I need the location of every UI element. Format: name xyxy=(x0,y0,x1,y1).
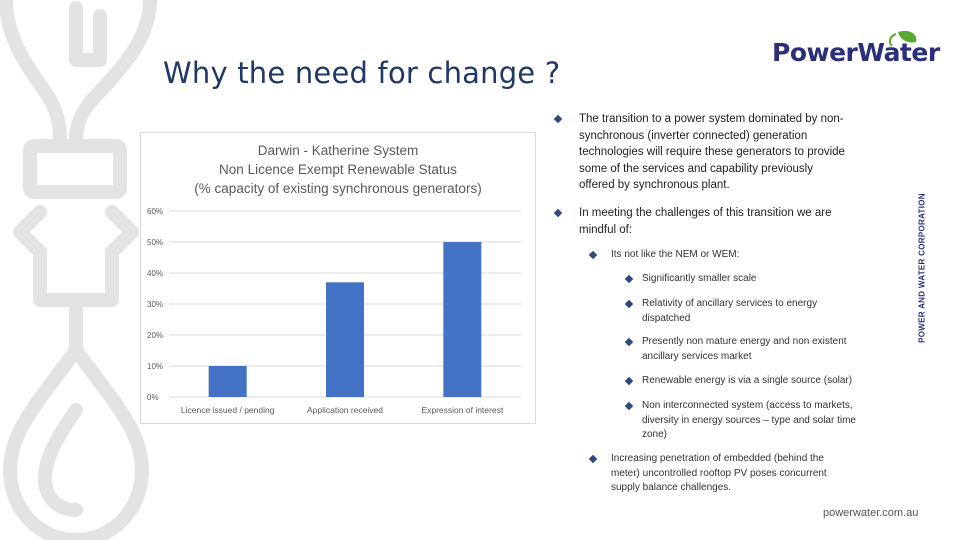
bullet-line: technologies will require these generato… xyxy=(579,146,845,158)
x-tick-label: Licence issued / pending xyxy=(181,405,275,415)
bullet-line: meter) uncontrolled rooftop PV poses con… xyxy=(611,467,827,479)
y-tick-label: 30% xyxy=(147,300,163,309)
bullet-marker xyxy=(588,250,598,260)
slide-title: Why the need for change ? xyxy=(163,56,561,90)
y-tick-label: 60% xyxy=(147,207,163,216)
bullet-line: zone) xyxy=(642,429,668,440)
logo-leaf-icon xyxy=(888,30,917,47)
bullet-ancillary-relativity: Relativity of ancillary services to ener… xyxy=(642,297,902,326)
chart-bar xyxy=(443,242,482,397)
footer-url: powerwater.com.au xyxy=(823,507,919,519)
bullet-line: Relativity of ancillary services to ener… xyxy=(642,298,818,309)
bullet-line: dispatched xyxy=(642,312,691,324)
bullet-marker xyxy=(624,376,634,386)
bullet-line: Non interconnected system (access to mar… xyxy=(642,400,853,411)
bullet-line: synchronous (inverter connected) generat… xyxy=(579,129,808,142)
bullet-line: supply balance challenges. xyxy=(611,482,732,493)
chart-title-line-3: (% capacity of existing synchronous gene… xyxy=(194,181,482,196)
bullet-non-interconnected: Non interconnected system (access to mar… xyxy=(642,399,902,443)
bullet-not-nem: Its not like the NEM or WEM: xyxy=(611,249,740,260)
bullet-marker xyxy=(624,337,634,347)
bullet-non-mature-market: Presently non mature energy and non exis… xyxy=(642,335,902,364)
x-tick-label: Expression of interest xyxy=(421,405,503,415)
bullet-marker xyxy=(553,208,563,218)
chart-plot-area: 0% 10% 20% 30% 40% 50% 60% Licence issued / pen… xyxy=(147,207,521,415)
bullet-line: The transition to a power system dominat… xyxy=(579,113,844,125)
bullet-single-source: Renewable energy is via a single source … xyxy=(642,375,853,386)
bullet-line: some of the services and capability prev… xyxy=(579,162,813,175)
bullet-line: Presently non mature energy and non exis… xyxy=(642,336,847,347)
bullet-line: offered by synchronous plant. xyxy=(579,179,730,191)
bullet-line: In meeting the challenges of this transi… xyxy=(579,207,832,219)
bullet-rooftop-pv: Increasing penetration of embedded (behi… xyxy=(611,452,901,496)
chart-bar xyxy=(208,366,247,397)
chart-bar xyxy=(326,282,364,397)
x-tick-label: Application received xyxy=(307,405,383,415)
bullet-line: ancillary services market xyxy=(642,350,752,362)
y-tick-label: 20% xyxy=(147,331,163,340)
bullet-marker xyxy=(588,454,598,464)
bullet-marker xyxy=(624,299,634,309)
y-tick-label: 40% xyxy=(147,269,163,278)
bullet-challenges: In meeting the challenges of this transi… xyxy=(579,205,899,238)
bullet-line: Increasing penetration of embedded (behi… xyxy=(611,453,824,464)
logo-text: PowerWater xyxy=(772,38,940,67)
bullet-line: mindful of: xyxy=(579,223,633,236)
bullet-transition: The transition to a power system dominat… xyxy=(579,111,899,194)
bullet-marker xyxy=(624,274,634,284)
y-tick-label: 0% xyxy=(147,393,159,402)
y-tick-label: 50% xyxy=(147,238,163,247)
powerwater-logo: PowerWater xyxy=(772,30,940,70)
renewable-status-chart: Darwin - Katherine System Non Licence Ex… xyxy=(140,132,536,424)
chart-title-line-2: Non Licence Exempt Renewable Status xyxy=(219,162,457,177)
chart-title-line-1: Darwin - Katherine System xyxy=(257,143,419,158)
bullet-line: diversity in energy sources – type and s… xyxy=(642,414,856,426)
bullet-marker xyxy=(624,401,634,411)
bullet-smaller-scale: Significantly smaller scale xyxy=(642,273,757,284)
y-tick-label: 10% xyxy=(147,362,163,371)
bullet-marker xyxy=(553,114,563,124)
